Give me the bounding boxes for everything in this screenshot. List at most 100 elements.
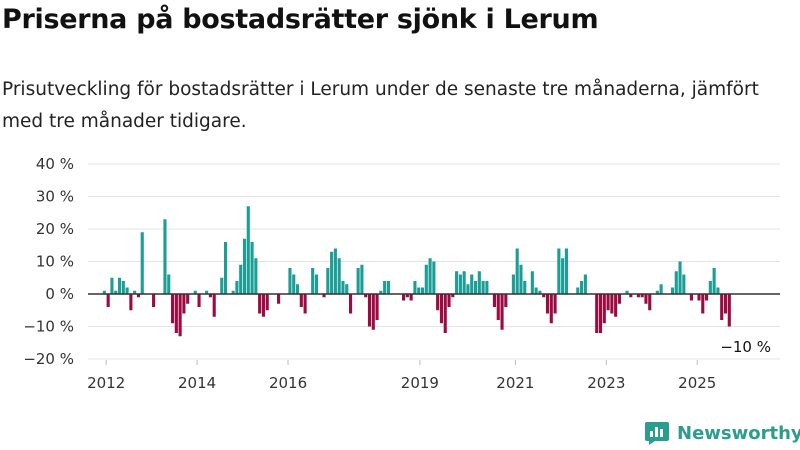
bar (367, 294, 372, 327)
bar (409, 294, 413, 301)
bar (314, 274, 319, 294)
bar (182, 294, 186, 314)
bar (424, 264, 428, 294)
bar (413, 281, 417, 294)
bar (246, 206, 250, 294)
bar (557, 248, 561, 294)
bar (261, 294, 265, 317)
bar (644, 294, 648, 304)
bar (455, 271, 459, 294)
bar (311, 268, 315, 294)
bar (299, 294, 303, 307)
bar (197, 294, 201, 307)
bar (723, 294, 728, 314)
bar (447, 294, 451, 307)
bar (561, 258, 565, 294)
bar (337, 258, 341, 294)
bar (356, 268, 360, 294)
bar (428, 258, 432, 294)
bar (250, 242, 254, 294)
bar (140, 232, 144, 294)
bar (125, 287, 129, 294)
bar (519, 264, 523, 294)
bar (129, 294, 133, 311)
bar (235, 281, 239, 294)
bar (466, 284, 470, 294)
x-tick-label: 2023 (587, 374, 625, 392)
bar (371, 294, 375, 330)
y-tick-label: −20 % (23, 350, 74, 368)
bar (333, 248, 337, 294)
bar (383, 281, 387, 294)
bar (114, 290, 118, 294)
brand-name: Newsworthy (677, 422, 800, 444)
bar (295, 284, 300, 294)
bar-chart: −20 %−10 %0 %10 %20 %30 %40 % 2012 2014 20… (23, 155, 780, 392)
newsworthy-logo-icon (645, 422, 669, 445)
bar (640, 294, 644, 298)
bar (212, 294, 216, 317)
bar (231, 290, 235, 294)
bar (443, 294, 447, 333)
bar (708, 281, 712, 294)
bar (386, 281, 390, 294)
bar-series (102, 206, 731, 337)
y-axis-tick-labels: −20 % −10 % 0 % 10 % 20 % 30 % 40 % (23, 155, 74, 368)
bar (258, 294, 262, 314)
bar (106, 294, 110, 307)
bar (670, 287, 675, 294)
bar (689, 294, 693, 301)
bar (348, 294, 353, 314)
bar (432, 261, 436, 294)
bar (405, 294, 409, 298)
y-tick-label: −10 % (23, 318, 74, 336)
bar (606, 294, 610, 311)
bar (500, 294, 504, 330)
bar (117, 277, 122, 294)
bar (303, 294, 307, 314)
bar (538, 290, 542, 294)
bar (674, 271, 678, 294)
bar (178, 294, 182, 337)
bar (629, 294, 633, 298)
bar (523, 281, 527, 294)
brand-logo: Newsworthy (644, 420, 800, 446)
x-tick-label: 2014 (178, 374, 216, 392)
last-value-label: −10 % (720, 338, 771, 356)
bar (470, 274, 474, 294)
bar (375, 294, 379, 320)
bar (420, 287, 425, 294)
bar (583, 274, 587, 294)
x-tick-label: 2019 (401, 374, 439, 392)
bar (682, 274, 686, 294)
x-tick-label: 2016 (269, 374, 307, 392)
bar (439, 294, 443, 324)
bar (549, 294, 553, 324)
bar (242, 238, 247, 294)
bar (678, 261, 682, 294)
bar (193, 290, 197, 294)
bar (292, 274, 296, 294)
y-tick-label: 30 % (36, 188, 74, 206)
bar (170, 294, 175, 324)
bar (360, 264, 364, 294)
bar (167, 274, 171, 294)
bar (553, 294, 557, 314)
bar (220, 277, 224, 294)
bar (697, 294, 701, 301)
bar (277, 294, 281, 304)
y-tick-label: 10 % (36, 253, 74, 271)
bar (208, 294, 212, 298)
bar (402, 294, 406, 301)
bar (720, 294, 724, 320)
bar (705, 294, 709, 301)
bar (636, 294, 640, 298)
x-tick-label: 2025 (678, 374, 716, 392)
bar (492, 294, 497, 307)
bar (379, 290, 383, 294)
bar (477, 271, 481, 294)
bar (364, 294, 368, 298)
chart-subtitle: Prisutveckling för bostadsrätter i Lerum… (2, 79, 759, 132)
x-tick-label: 2012 (87, 374, 125, 392)
bar (648, 294, 652, 311)
